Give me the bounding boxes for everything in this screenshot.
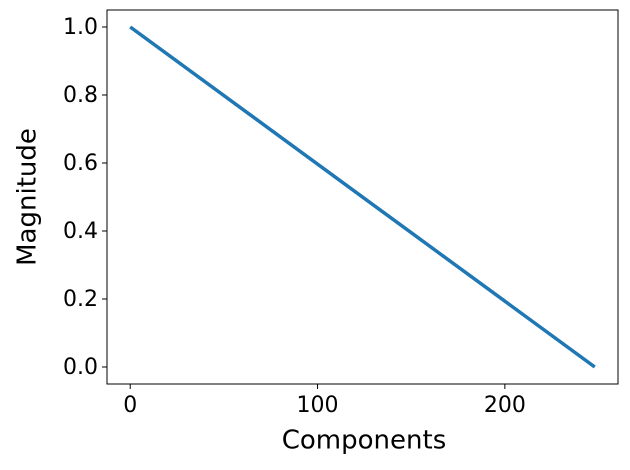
y-tick-label: 0.4 [63,219,98,244]
data-line [129,25,596,369]
y-tick-label: 0.8 [63,83,98,108]
x-tick-label: 0 [123,393,137,418]
y-tick-label: 0.0 [63,355,98,380]
y-tick-label: 0.2 [63,287,98,312]
x-tick-label: 100 [297,393,339,418]
y-axis-label: Magnitude [13,128,43,266]
y-tick-label: 1.0 [63,15,98,40]
x-tick-label: 200 [484,393,526,418]
axes-frame [106,9,619,385]
x-axis-label: Components [282,426,447,456]
y-tick-label: 0.6 [63,151,98,176]
